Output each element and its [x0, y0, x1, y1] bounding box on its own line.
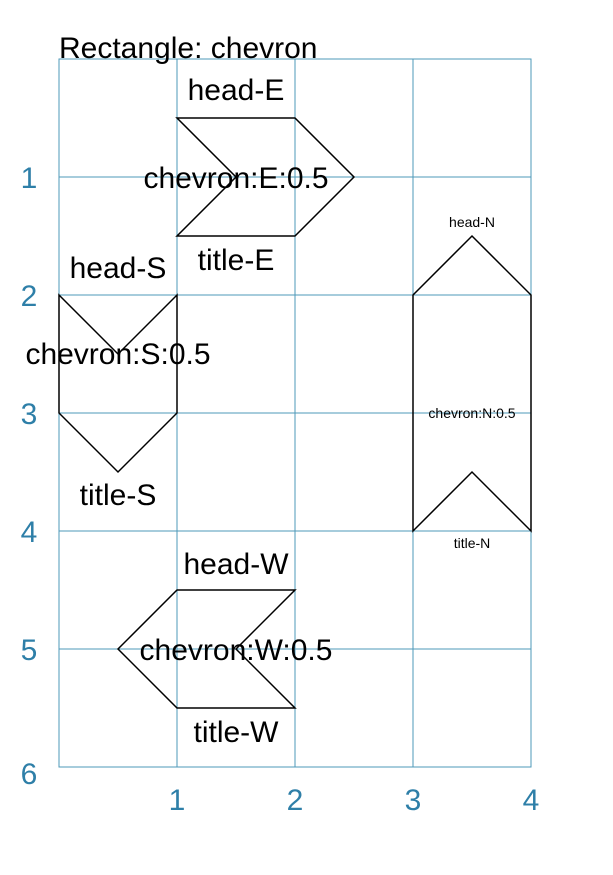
grid: [58, 58, 532, 768]
chevron-west-label: chevron:W:0.5: [140, 634, 333, 667]
chevron-west-head: head-W: [183, 548, 289, 581]
chevron-south-tail: title-S: [80, 479, 157, 512]
chevron-west-tail: title-W: [194, 716, 280, 749]
y-tick-label: 1: [21, 162, 38, 195]
diagram-title: Rectangle: chevron: [59, 32, 318, 65]
y-tick-label: 5: [21, 634, 38, 667]
chevron-east-tail: title-E: [198, 244, 275, 277]
chevron-south-shape: [58, 293, 178, 474]
chevron-east: head-E chevron:E:0.5 title-E: [143, 74, 356, 277]
y-tick-label: 3: [21, 398, 38, 431]
x-tick-label: 4: [523, 784, 540, 817]
y-tick-label: 2: [21, 280, 38, 313]
chevron-west: head-W chevron:W:0.5 title-W: [116, 548, 333, 749]
y-tick-label: 4: [21, 516, 38, 549]
chevron-south: head-S chevron:S:0.5 title-S: [25, 252, 210, 512]
x-tick-label: 1: [169, 784, 186, 817]
chevron-north-label: chevron:N:0.5: [428, 405, 515, 421]
chevron-east-head: head-E: [188, 74, 285, 107]
x-tick-label: 3: [405, 784, 422, 817]
chevron-south-label: chevron:S:0.5: [25, 338, 210, 371]
chevron-north-tail: title-N: [454, 535, 491, 551]
x-axis-ticks: 1 2 3 4: [169, 784, 540, 817]
chevron-north: head-N chevron:N:0.5 title-N: [412, 214, 532, 551]
chevron-east-shape: [175, 117, 356, 237]
chevron-north-shape: [412, 234, 532, 533]
chevron-south-head: head-S: [70, 252, 167, 285]
y-tick-label: 6: [21, 758, 38, 791]
chevron-east-label: chevron:E:0.5: [143, 162, 328, 195]
chevron-west-shape: [116, 589, 297, 709]
y-axis-ticks: 1 2 3 4 5 6: [21, 162, 38, 791]
x-tick-label: 2: [287, 784, 304, 817]
chevron-north-head: head-N: [449, 214, 495, 230]
